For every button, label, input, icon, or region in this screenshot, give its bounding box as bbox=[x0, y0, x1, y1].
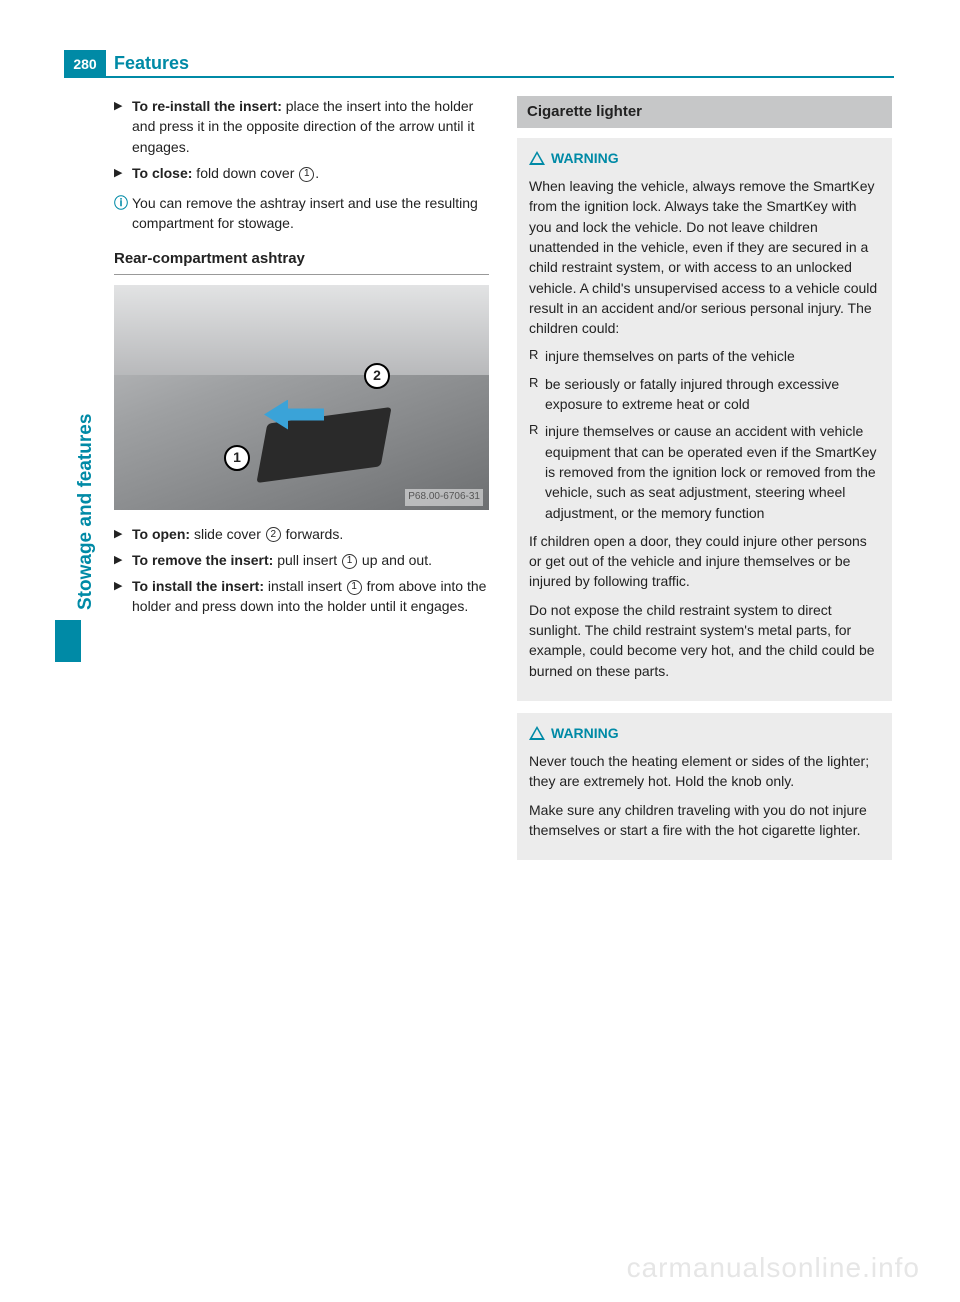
ref-circle-1b: 1 bbox=[342, 554, 357, 569]
step-bold: To close: bbox=[132, 165, 192, 181]
step-rest: fold down cover bbox=[192, 165, 298, 181]
figure-code: P68.00-6706-31 bbox=[405, 489, 483, 506]
warning-li2: be seriously or fatally injured through … bbox=[529, 374, 880, 415]
warning-label: WARNING bbox=[551, 148, 619, 168]
ref-circle-1c: 1 bbox=[347, 580, 362, 595]
step-bold: To remove the insert: bbox=[132, 552, 273, 568]
warning-p2: If children open a door, they could inju… bbox=[529, 531, 880, 592]
page-title: Features bbox=[106, 50, 894, 78]
page-header: 280 Features bbox=[64, 50, 894, 78]
page-content: 280 Features ▶ To re-install the insert:… bbox=[64, 50, 894, 872]
step-text: To remove the insert: pull insert 1 up a… bbox=[132, 550, 489, 570]
step-after: forwards. bbox=[282, 526, 343, 542]
step-text: To close: fold down cover 1. bbox=[132, 163, 489, 183]
step-marker-icon: ▶ bbox=[114, 576, 132, 617]
warning-li3: injure themselves or cause an accident w… bbox=[529, 421, 880, 522]
warning-triangle-icon bbox=[529, 726, 545, 740]
watermark-text: carmanualsonline.info bbox=[627, 1252, 920, 1284]
step-open: ▶ To open: slide cover 2 forwards. bbox=[114, 524, 489, 544]
info-icon: ⓘ bbox=[114, 193, 132, 234]
info-note: ⓘ You can remove the ashtray insert and … bbox=[114, 193, 489, 234]
step-rest: install insert bbox=[264, 578, 346, 594]
ref-circle-2: 2 bbox=[266, 527, 281, 542]
warning-box-1: WARNING When leaving the vehicle, always… bbox=[517, 138, 892, 701]
ref-circle-1: 1 bbox=[299, 167, 314, 182]
warning-p1: When leaving the vehicle, always remove … bbox=[529, 176, 880, 338]
warning-triangle-icon bbox=[529, 151, 545, 165]
step-text: To open: slide cover 2 forwards. bbox=[132, 524, 489, 544]
step-close: ▶ To close: fold down cover 1. bbox=[114, 163, 489, 183]
step-after: . bbox=[315, 165, 319, 181]
step-bold: To open: bbox=[132, 526, 190, 542]
figure-callout-1: 1 bbox=[224, 445, 250, 471]
figure-callout-2: 2 bbox=[364, 363, 390, 389]
warning-heading: WARNING bbox=[529, 723, 880, 743]
warning-list: injure themselves on parts of the vehicl… bbox=[529, 346, 880, 522]
section-cigarette-lighter: Cigarette lighter bbox=[517, 96, 892, 128]
subheading-rear-ashtray: Rear-compartment ashtray bbox=[114, 248, 489, 275]
content-columns: ▶ To re-install the insert: place the in… bbox=[64, 96, 894, 872]
step-marker-icon: ▶ bbox=[114, 163, 132, 183]
step-after: up and out. bbox=[358, 552, 432, 568]
step-remove: ▶ To remove the insert: pull insert 1 up… bbox=[114, 550, 489, 570]
step-install: ▶ To install the insert: install insert … bbox=[114, 576, 489, 617]
step-rest: pull insert bbox=[273, 552, 341, 568]
left-column: ▶ To re-install the insert: place the in… bbox=[114, 96, 489, 872]
warning2-p1: Never touch the heating element or sides… bbox=[529, 751, 880, 792]
step-text: To install the insert: install insert 1 … bbox=[132, 576, 489, 617]
step-rest: slide cover bbox=[190, 526, 265, 542]
figure-ashtray: 1 2 P68.00-6706-31 bbox=[114, 285, 489, 510]
step-bold: To re-install the insert: bbox=[132, 98, 282, 114]
warning-box-2: WARNING Never touch the heating element … bbox=[517, 713, 892, 860]
warning-p3: Do not expose the child restraint system… bbox=[529, 600, 880, 681]
right-column: Cigarette lighter WARNING When leaving t… bbox=[517, 96, 892, 872]
info-text: You can remove the ashtray insert and us… bbox=[132, 193, 489, 234]
step-marker-icon: ▶ bbox=[114, 96, 132, 157]
warning-li1: injure themselves on parts of the vehicl… bbox=[529, 346, 880, 366]
step-bold: To install the insert: bbox=[132, 578, 264, 594]
warning-label: WARNING bbox=[551, 723, 619, 743]
step-text: To re-install the insert: place the inse… bbox=[132, 96, 489, 157]
step-reinstall: ▶ To re-install the insert: place the in… bbox=[114, 96, 489, 157]
page-number: 280 bbox=[64, 50, 106, 78]
step-marker-icon: ▶ bbox=[114, 550, 132, 570]
warning2-p2: Make sure any children traveling with yo… bbox=[529, 800, 880, 841]
warning-heading: WARNING bbox=[529, 148, 880, 168]
step-marker-icon: ▶ bbox=[114, 524, 132, 544]
